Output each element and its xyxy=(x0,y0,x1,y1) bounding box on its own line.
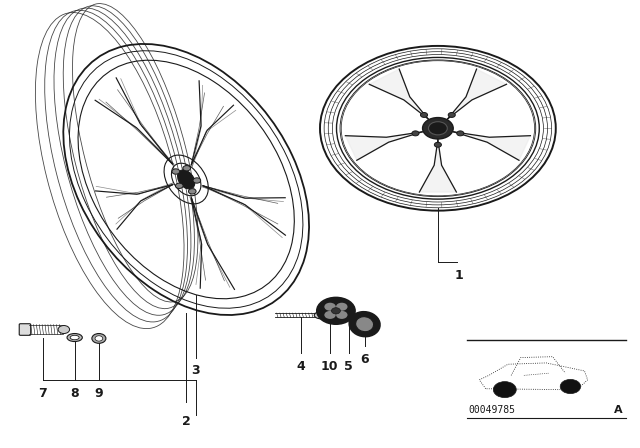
Text: 9: 9 xyxy=(95,387,103,400)
Circle shape xyxy=(428,122,447,135)
Text: 5: 5 xyxy=(344,360,353,373)
Circle shape xyxy=(412,131,419,136)
Circle shape xyxy=(92,333,106,343)
Circle shape xyxy=(493,382,516,398)
Ellipse shape xyxy=(356,317,374,332)
Circle shape xyxy=(332,308,340,314)
Text: 7: 7 xyxy=(38,387,47,400)
Text: 4: 4 xyxy=(296,360,305,373)
Ellipse shape xyxy=(314,312,328,319)
Circle shape xyxy=(420,112,428,117)
Circle shape xyxy=(324,311,336,319)
Polygon shape xyxy=(419,139,456,192)
Polygon shape xyxy=(452,132,531,160)
Circle shape xyxy=(175,183,183,189)
Text: 6: 6 xyxy=(360,353,369,366)
Circle shape xyxy=(435,142,442,147)
Circle shape xyxy=(317,297,355,324)
Text: 1: 1 xyxy=(454,268,463,281)
Text: 10: 10 xyxy=(321,360,339,373)
Text: A: A xyxy=(614,405,623,415)
Text: 00049785: 00049785 xyxy=(468,405,515,415)
Circle shape xyxy=(183,166,191,171)
Circle shape xyxy=(457,131,464,136)
Circle shape xyxy=(560,379,580,394)
Text: 3: 3 xyxy=(191,364,200,377)
Circle shape xyxy=(448,112,455,117)
Circle shape xyxy=(341,61,534,196)
Polygon shape xyxy=(346,132,423,160)
Circle shape xyxy=(58,326,70,333)
Ellipse shape xyxy=(177,170,195,189)
Circle shape xyxy=(193,178,201,183)
Circle shape xyxy=(336,311,348,319)
Circle shape xyxy=(422,117,453,139)
FancyBboxPatch shape xyxy=(19,324,31,335)
Circle shape xyxy=(172,169,180,174)
Polygon shape xyxy=(369,69,429,120)
Circle shape xyxy=(324,303,336,311)
Text: 2: 2 xyxy=(182,415,191,428)
Text: 8: 8 xyxy=(70,387,79,400)
Ellipse shape xyxy=(70,335,79,340)
Circle shape xyxy=(95,336,102,341)
Circle shape xyxy=(336,303,348,311)
Ellipse shape xyxy=(67,333,83,341)
Ellipse shape xyxy=(349,312,380,336)
Circle shape xyxy=(188,189,196,194)
Polygon shape xyxy=(447,69,506,120)
